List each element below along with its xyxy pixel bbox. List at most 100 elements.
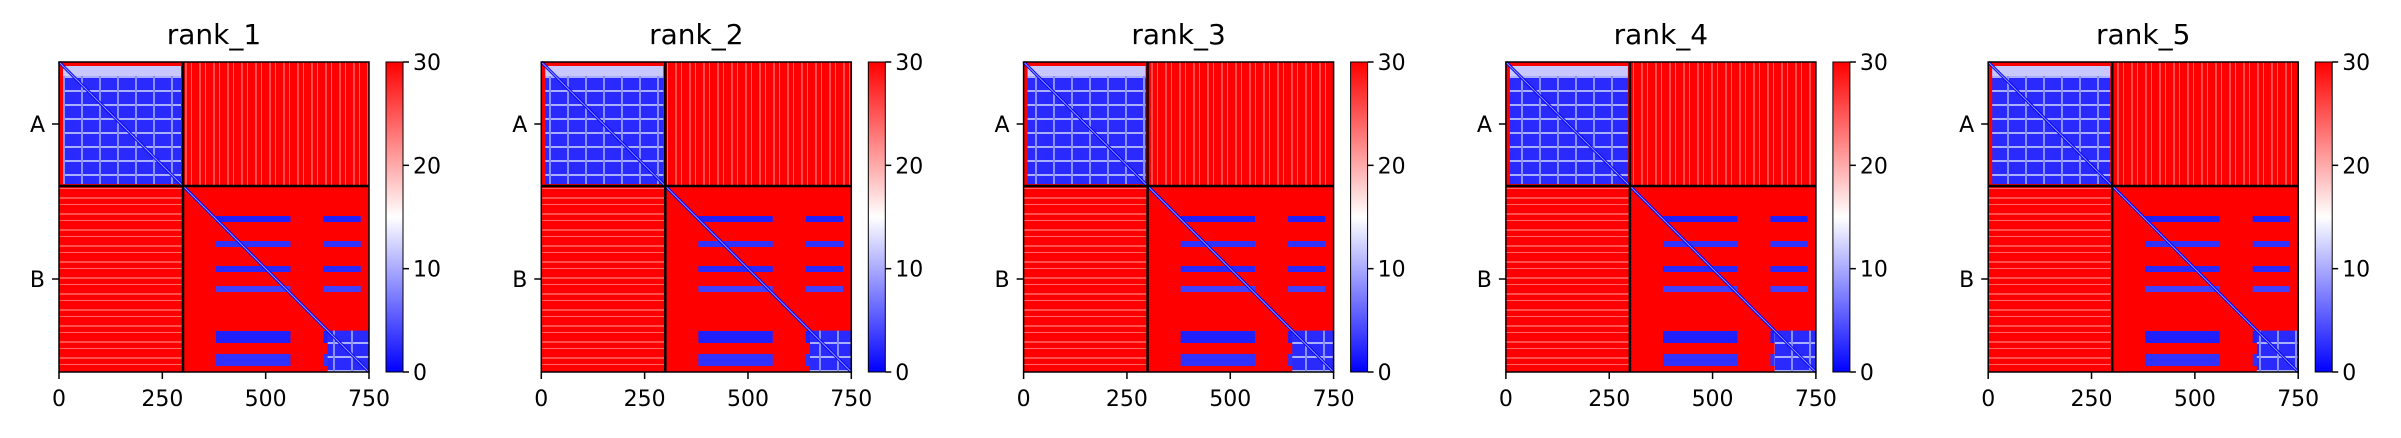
domain-band: [2145, 286, 2220, 292]
domain-band: [1662, 241, 1738, 247]
colorbar-tick-label: 10: [1860, 258, 1888, 283]
heatmap-panel: rank_5 A B 0 250 500 750 0 10 20 30: [1959, 18, 2370, 412]
chain-label: B: [1959, 268, 1974, 293]
interchain-block-ba: [1505, 186, 1630, 372]
x-tick-label: 750: [348, 387, 390, 412]
domain-band: [2252, 286, 2290, 292]
panel-title: rank_2: [649, 18, 743, 51]
domain-band: [216, 216, 291, 222]
colorbar: [1350, 61, 1369, 373]
domain-band: [1662, 331, 1738, 343]
x-tick-label: 0: [1499, 387, 1513, 412]
x-tick-label: 250: [2071, 387, 2113, 412]
panel-title: rank_3: [1131, 18, 1225, 51]
interchain-block-ba: [1023, 186, 1148, 372]
panel-title: rank_1: [167, 18, 261, 51]
colorbar-tick-label: 0: [1860, 361, 1874, 386]
interchain-block-ba: [59, 186, 183, 372]
chain-label: A: [1477, 113, 1492, 138]
domain-band: [1770, 216, 1808, 222]
colorbar: [2314, 61, 2333, 373]
domain-band: [1288, 216, 1326, 222]
x-tick-label: 250: [1106, 387, 1148, 412]
colorbar-tick-label: 10: [413, 258, 441, 283]
domain-band: [805, 286, 844, 292]
colorbar-tick-label: 30: [895, 51, 923, 76]
plot-frame: [1505, 61, 1817, 373]
x-tick-label: 500: [727, 387, 769, 412]
domain-band: [323, 286, 361, 292]
domain-band: [1770, 241, 1808, 247]
domain-band: [216, 241, 291, 247]
x-tick-label: 250: [141, 387, 183, 412]
x-tick-label: 0: [1981, 387, 1995, 412]
domain-band: [2252, 241, 2290, 247]
interchain-block-ab: [183, 62, 369, 186]
x-tick-label: 500: [245, 387, 287, 412]
interchain-block-ba: [1988, 186, 2113, 372]
intrachain-block-a-edge: [1027, 66, 1146, 76]
intrachain-block-a-edge: [545, 66, 664, 76]
domain-band: [216, 354, 291, 366]
colorbar-tick-label: 20: [1860, 154, 1888, 179]
domain-band: [805, 241, 844, 247]
domain-band: [1288, 266, 1326, 272]
chain-label: B: [512, 268, 527, 293]
interchain-block-ab: [1147, 62, 1334, 186]
domain-band: [216, 331, 291, 343]
colorbar-tick-label: 20: [1378, 154, 1406, 179]
plot-frame: [58, 61, 370, 373]
domain-band: [1180, 241, 1256, 247]
domain-band: [1770, 286, 1808, 292]
domain-band: [1180, 286, 1256, 292]
panel-title: rank_5: [2096, 18, 2190, 51]
domain-band: [2252, 216, 2290, 222]
x-tick-label: 250: [1588, 387, 1630, 412]
plot-frame: [540, 61, 853, 373]
domain-band: [1770, 266, 1808, 272]
diagonal-highlight: [1987, 61, 2299, 373]
diagonal-highlight: [58, 61, 370, 373]
domain-band: [323, 241, 361, 247]
chain-label: A: [995, 113, 1010, 138]
x-tick-label: 0: [1017, 387, 1031, 412]
interchain-block-ab: [665, 62, 852, 186]
diagonal-highlight: [540, 61, 852, 373]
domain-band: [2145, 266, 2220, 272]
colorbar-tick-label: 20: [2342, 154, 2370, 179]
x-tick-label: 750: [1313, 387, 1355, 412]
plot-frame: [1987, 61, 2299, 373]
domain-band: [1180, 216, 1256, 222]
domain-band: [2145, 241, 2220, 247]
panel-title: rank_4: [1614, 18, 1708, 51]
domain-band: [698, 286, 773, 292]
heatmap-panel: rank_3 A B 0 250 500 750 0 10 20 30: [995, 18, 1406, 412]
x-tick-label: 0: [52, 387, 66, 412]
domain-band: [323, 266, 361, 272]
domain-band: [698, 216, 773, 222]
interchain-block-ab: [2112, 62, 2299, 186]
domain-band: [1662, 354, 1738, 366]
colorbar-tick-label: 10: [895, 258, 923, 283]
domain-band: [1180, 266, 1256, 272]
plot-frame: [1022, 61, 1335, 373]
chain-label: B: [1477, 268, 1492, 293]
chain-label: B: [995, 268, 1010, 293]
domain-band: [698, 266, 773, 272]
domain-band: [698, 241, 773, 247]
domain-band: [2145, 354, 2220, 366]
domain-band: [2252, 266, 2290, 272]
colorbar-tick-label: 30: [1860, 51, 1888, 76]
domain-band: [216, 286, 291, 292]
chain-label: A: [30, 113, 45, 138]
x-tick-label: 750: [2277, 387, 2319, 412]
x-tick-label: 500: [1209, 387, 1251, 412]
domain-band: [1288, 241, 1326, 247]
x-tick-label: 750: [830, 387, 872, 412]
colorbar-tick-label: 10: [1378, 258, 1406, 283]
domain-band: [698, 331, 773, 343]
domain-band: [323, 216, 361, 222]
domain-band: [2145, 331, 2220, 343]
colorbar-tick-label: 0: [413, 361, 427, 386]
